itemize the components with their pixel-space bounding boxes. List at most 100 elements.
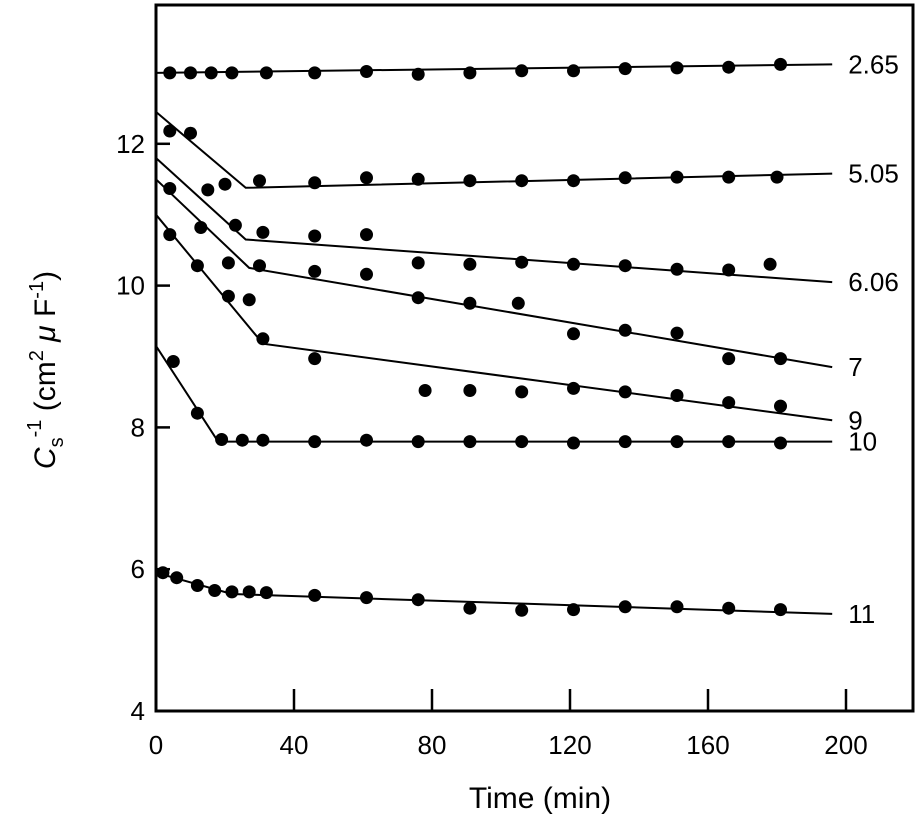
data-point — [770, 170, 784, 184]
series-label: 6.06 — [848, 267, 899, 297]
data-point — [208, 584, 222, 597]
data-point — [242, 585, 256, 599]
data-point — [308, 176, 322, 190]
data-point — [166, 355, 180, 368]
x-tick-label: 200 — [824, 730, 867, 760]
data-point — [463, 174, 477, 188]
data-point — [774, 352, 787, 366]
y-tick-label: 10 — [116, 271, 145, 301]
y-tick-label: 6 — [131, 554, 145, 584]
series-label: 11 — [848, 599, 875, 629]
data-point — [242, 293, 256, 307]
data-point — [618, 385, 632, 399]
data-point — [722, 170, 736, 184]
data-point — [253, 174, 266, 188]
data-point — [463, 435, 477, 449]
series-label: 5.05 — [848, 159, 899, 189]
data-point — [308, 435, 322, 449]
data-point — [190, 579, 204, 592]
data-point — [228, 218, 242, 232]
data-point — [567, 381, 580, 395]
data-point — [774, 399, 787, 413]
data-point — [411, 256, 425, 270]
data-point — [463, 296, 477, 310]
data-point — [360, 267, 373, 281]
x-axis-title: Time (min) — [469, 782, 611, 815]
data-point — [567, 436, 580, 450]
data-point — [670, 61, 684, 75]
data-point — [670, 262, 684, 276]
y-axis-ticks: 4 6 8 10 12 — [116, 129, 170, 726]
data-point — [722, 263, 736, 277]
data-point — [163, 66, 177, 80]
data-point — [221, 289, 235, 303]
data-point — [463, 66, 477, 80]
data-point — [567, 174, 580, 188]
series-label: 10 — [848, 427, 877, 457]
data-point — [567, 257, 580, 271]
data-point — [463, 257, 477, 271]
data-point — [308, 66, 322, 80]
data-point — [515, 255, 529, 269]
data-point — [170, 571, 184, 585]
data-point — [225, 66, 239, 80]
data-point — [256, 225, 270, 239]
data-point — [722, 396, 736, 410]
data-point — [515, 385, 529, 399]
fit-line-9 — [155, 214, 833, 422]
x-tick-label: 120 — [548, 730, 591, 760]
data-point — [308, 352, 322, 366]
series-labels: 2.65 5.05 6.06 7 910 11 — [848, 49, 899, 628]
data-point — [360, 171, 373, 185]
data-point — [670, 600, 684, 614]
data-point — [184, 66, 197, 80]
data-point — [670, 389, 684, 402]
fit-line-6.06 — [155, 157, 833, 284]
data-point — [463, 384, 477, 397]
fit-line-7 — [155, 178, 833, 369]
data-point — [763, 257, 777, 271]
data-point — [360, 433, 373, 447]
series-label: 7 — [848, 352, 862, 382]
data-point — [308, 229, 322, 243]
series-label: 9 — [848, 405, 862, 435]
data-point — [259, 586, 273, 600]
data-point — [618, 62, 632, 76]
data-point — [774, 436, 787, 450]
data-point — [511, 296, 525, 310]
data-point — [618, 600, 632, 614]
data-point — [411, 435, 425, 449]
y-axis-title: Cs-1 (cm2 μ F-1) — [24, 271, 68, 469]
data-point — [360, 591, 373, 605]
data-point — [618, 435, 632, 449]
data-point — [722, 60, 736, 74]
data-point — [618, 323, 632, 337]
data-point — [670, 170, 684, 184]
data-point — [774, 603, 787, 617]
x-tick-label: 40 — [280, 730, 309, 760]
data-point — [567, 64, 580, 78]
data-point — [308, 264, 322, 278]
data-point — [360, 65, 373, 78]
data-point — [515, 435, 529, 449]
data-point — [411, 172, 425, 186]
data-point — [156, 566, 170, 580]
data-point — [515, 64, 529, 78]
data-point — [256, 332, 270, 346]
data-point — [308, 588, 322, 602]
data-point — [618, 259, 632, 273]
data-point — [253, 259, 266, 273]
x-axis-ticks: 0 40 80 120 160 200 — [149, 689, 868, 760]
x-tick-label: 0 — [149, 730, 163, 760]
data-point — [411, 67, 425, 81]
data-point — [670, 326, 684, 340]
data-point — [774, 57, 787, 71]
data-point — [722, 352, 736, 366]
series-label: 2.65 — [848, 49, 899, 79]
x-tick-label: 80 — [418, 730, 447, 760]
data-point — [515, 174, 529, 188]
data-point — [163, 182, 177, 195]
y-tick-label: 8 — [131, 412, 145, 442]
data-point — [722, 601, 736, 615]
